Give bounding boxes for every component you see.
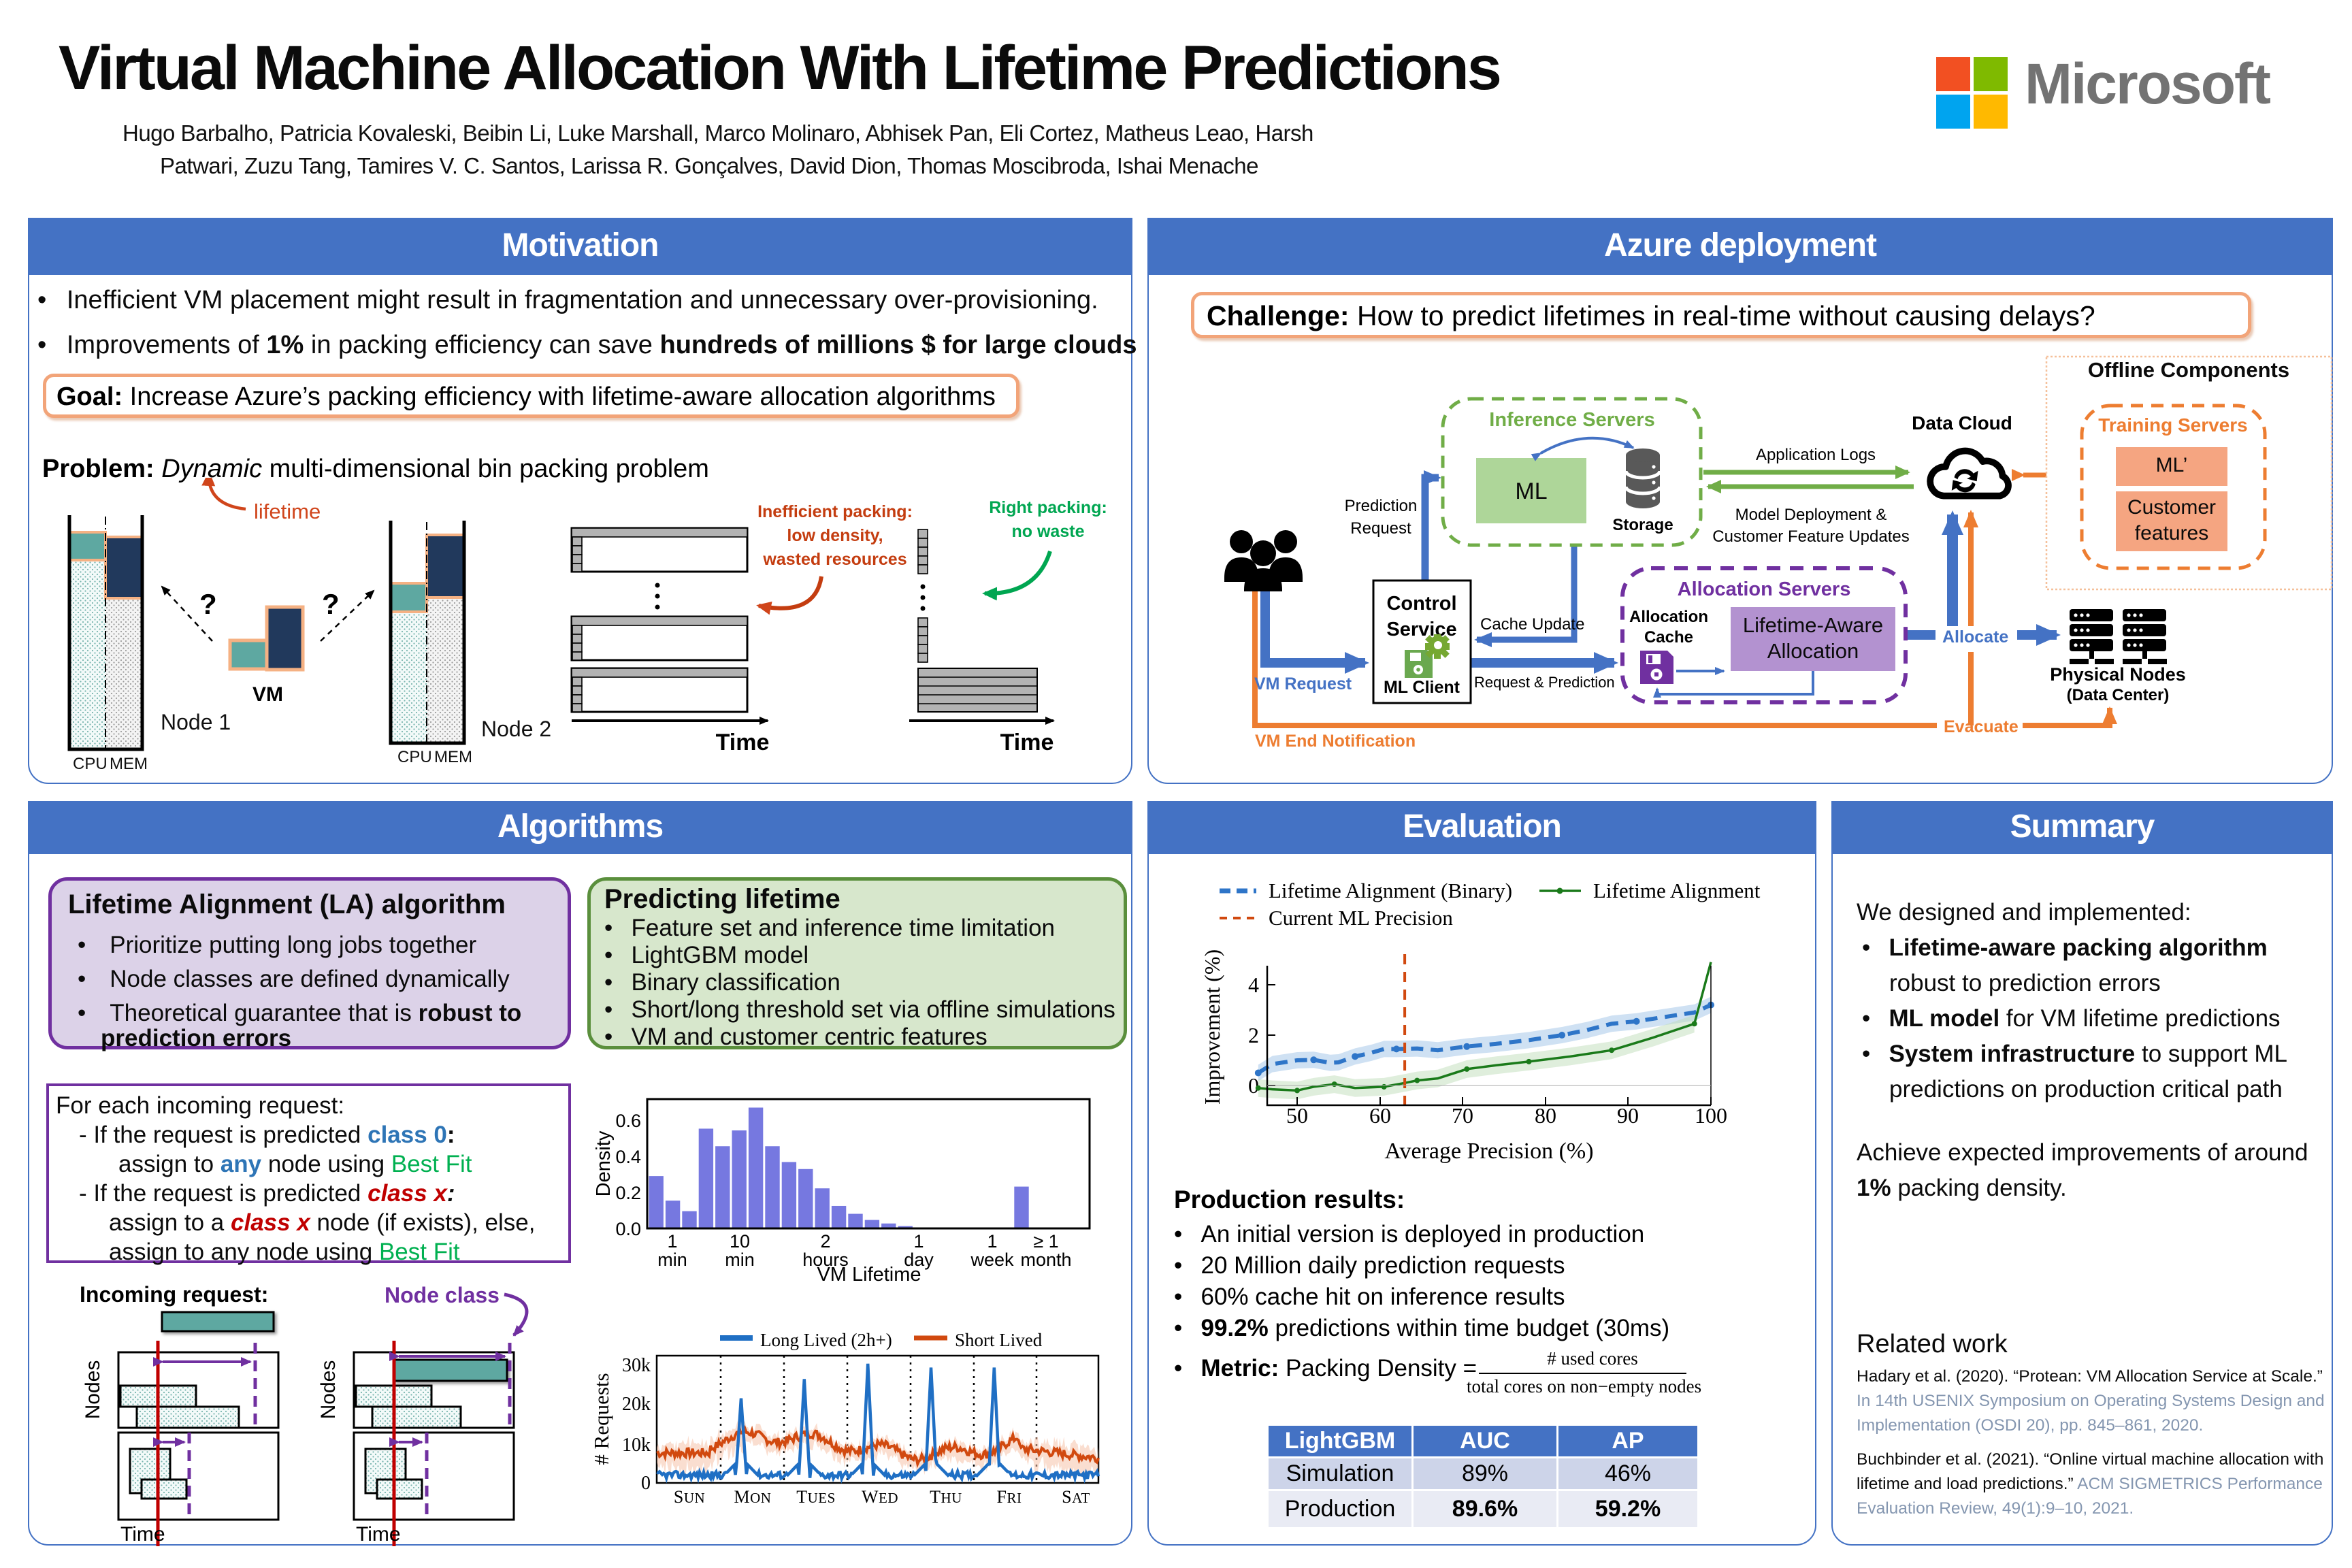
svg-text:?: ? [199,588,217,620]
svg-text:0.6: 0.6 [615,1111,641,1131]
svg-text:1: 1 [667,1231,677,1252]
svg-text:2: 2 [1248,1023,1259,1047]
svg-text:20k: 20k [622,1394,651,1415]
svg-text:Application Logs: Application Logs [1756,446,1876,464]
svg-text:Prediction: Prediction [1345,497,1418,515]
svg-text:day: day [904,1250,934,1270]
svg-text:Allocation: Allocation [1767,639,1859,663]
svg-text:?: ? [322,588,340,620]
svg-text:0.0: 0.0 [615,1219,641,1239]
svg-text:Time: Time [120,1523,165,1546]
svg-text:Cache: Cache [1644,628,1693,647]
svg-text:hours: hours [802,1250,849,1270]
svg-text:Evacuate: Evacuate [1944,717,2019,736]
svg-text:70: 70 [1452,1103,1473,1128]
svg-text:Control: Control [1386,593,1456,615]
svg-text:VM Request: VM Request [1254,674,1352,693]
svg-text:60: 60 [1369,1103,1391,1128]
svg-text:1: 1 [913,1231,924,1252]
svg-text:min: min [725,1250,755,1270]
svg-text:Right packing:: Right packing: [989,498,1107,517]
svg-text:Customer: Customer [2127,496,2216,519]
svg-text:Cache Update: Cache Update [1480,615,1584,634]
svg-text:VM Lifetime: VM Lifetime [817,1264,921,1286]
svg-text:ML: ML [1515,478,1547,504]
svg-text:Data Cloud: Data Cloud [1912,412,2012,434]
svg-text:VM End Notification: VM End Notification [1255,732,1416,751]
svg-text:10: 10 [730,1231,750,1252]
svg-text:0: 0 [1248,1073,1259,1098]
svg-text:Inference Servers: Inference Servers [1489,409,1654,431]
svg-text:Nodes: Nodes [82,1360,104,1420]
svg-text:Training Servers: Training Servers [2098,414,2247,436]
svg-text:features: features [2135,522,2208,544]
svg-text:TUES: TUES [796,1487,836,1507]
svg-text:Lifetime Alignment (Binary): Lifetime Alignment (Binary) [1269,879,1512,902]
svg-text:Time: Time [716,730,770,755]
svg-text:SUN: SUN [674,1487,705,1507]
svg-text:2: 2 [820,1231,830,1252]
svg-text:ML Client: ML Client [1384,678,1460,697]
svg-text:VM: VM [252,683,283,706]
svg-text:10k: 10k [622,1435,651,1456]
svg-text:Node class: Node class [385,1283,500,1307]
svg-text:Time: Time [356,1523,401,1546]
svg-text:0.4: 0.4 [615,1147,641,1167]
svg-text:min: min [657,1250,687,1270]
svg-text:90: 90 [1617,1103,1639,1128]
svg-text:80: 80 [1535,1103,1556,1128]
svg-text:week: week [970,1250,1014,1270]
svg-text:Node 2: Node 2 [481,717,551,741]
svg-text:month: month [1020,1250,1071,1270]
svg-text:WED: WED [862,1487,898,1507]
svg-text:Allocation Servers: Allocation Servers [1678,578,1851,600]
svg-text:50: 50 [1286,1103,1308,1128]
svg-text:low density,: low density, [787,526,883,545]
svg-text:Request & Prediction: Request & Prediction [1474,674,1615,691]
svg-text:4: 4 [1248,973,1259,997]
svg-text:Short Lived: Short Lived [955,1330,1043,1350]
svg-text:MON: MON [734,1487,772,1507]
svg-text:no waste: no waste [1012,522,1085,541]
svg-text:Model Deployment &: Model Deployment & [1735,506,1887,524]
svg-text:Improvement (%): Improvement (%) [1200,949,1224,1105]
svg-text:Lifetime Alignment: Lifetime Alignment [1593,879,1761,902]
svg-text:100: 100 [1695,1103,1727,1128]
svg-text:MEM: MEM [110,755,148,773]
svg-text:ML’: ML’ [2156,454,2188,476]
svg-text:Allocate: Allocate [1942,627,2008,647]
svg-text:(Data Center): (Data Center) [2067,686,2170,704]
svg-text:≥ 1: ≥ 1 [1033,1231,1058,1252]
svg-text:wasted resources: wasted resources [762,550,906,569]
svg-text:Inefficient packing:: Inefficient packing: [757,502,913,521]
svg-text:# Requests: # Requests [595,1373,613,1465]
svg-text:1: 1 [987,1231,997,1252]
svg-text:Long Lived (2h+): Long Lived (2h+) [760,1330,892,1350]
svg-text:Allocation: Allocation [1629,608,1708,626]
svg-text:CPU: CPU [73,755,108,773]
svg-text:Current ML Precision: Current ML Precision [1269,906,1453,930]
svg-text:Nodes: Nodes [317,1360,340,1420]
svg-text:THU: THU [930,1487,962,1507]
svg-text:Offline Components: Offline Components [2088,358,2289,382]
svg-text:Density: Density [593,1130,615,1196]
svg-text:MEM: MEM [434,748,472,766]
svg-text:Incoming request:: Incoming request: [80,1282,268,1307]
svg-text:Time: Time [1000,730,1054,755]
svg-text:Request: Request [1350,519,1411,538]
svg-text:Node 1: Node 1 [161,710,231,734]
svg-text:Lifetime-Aware: Lifetime-Aware [1743,613,1883,637]
svg-text:Storage: Storage [1612,516,1673,534]
svg-text:FRI: FRI [997,1487,1022,1507]
svg-text:30k: 30k [622,1355,651,1376]
svg-text:CPU: CPU [397,748,432,766]
svg-text:0: 0 [641,1473,651,1494]
svg-text:lifetime: lifetime [254,500,321,523]
svg-text:SAT: SAT [1062,1487,1090,1507]
svg-text:Customer Feature Updates: Customer Feature Updates [1712,527,1909,546]
svg-text:Physical Nodes: Physical Nodes [2050,664,2186,685]
svg-text:0.2: 0.2 [615,1183,641,1203]
svg-text:Average Precision (%): Average Precision (%) [1384,1139,1593,1164]
